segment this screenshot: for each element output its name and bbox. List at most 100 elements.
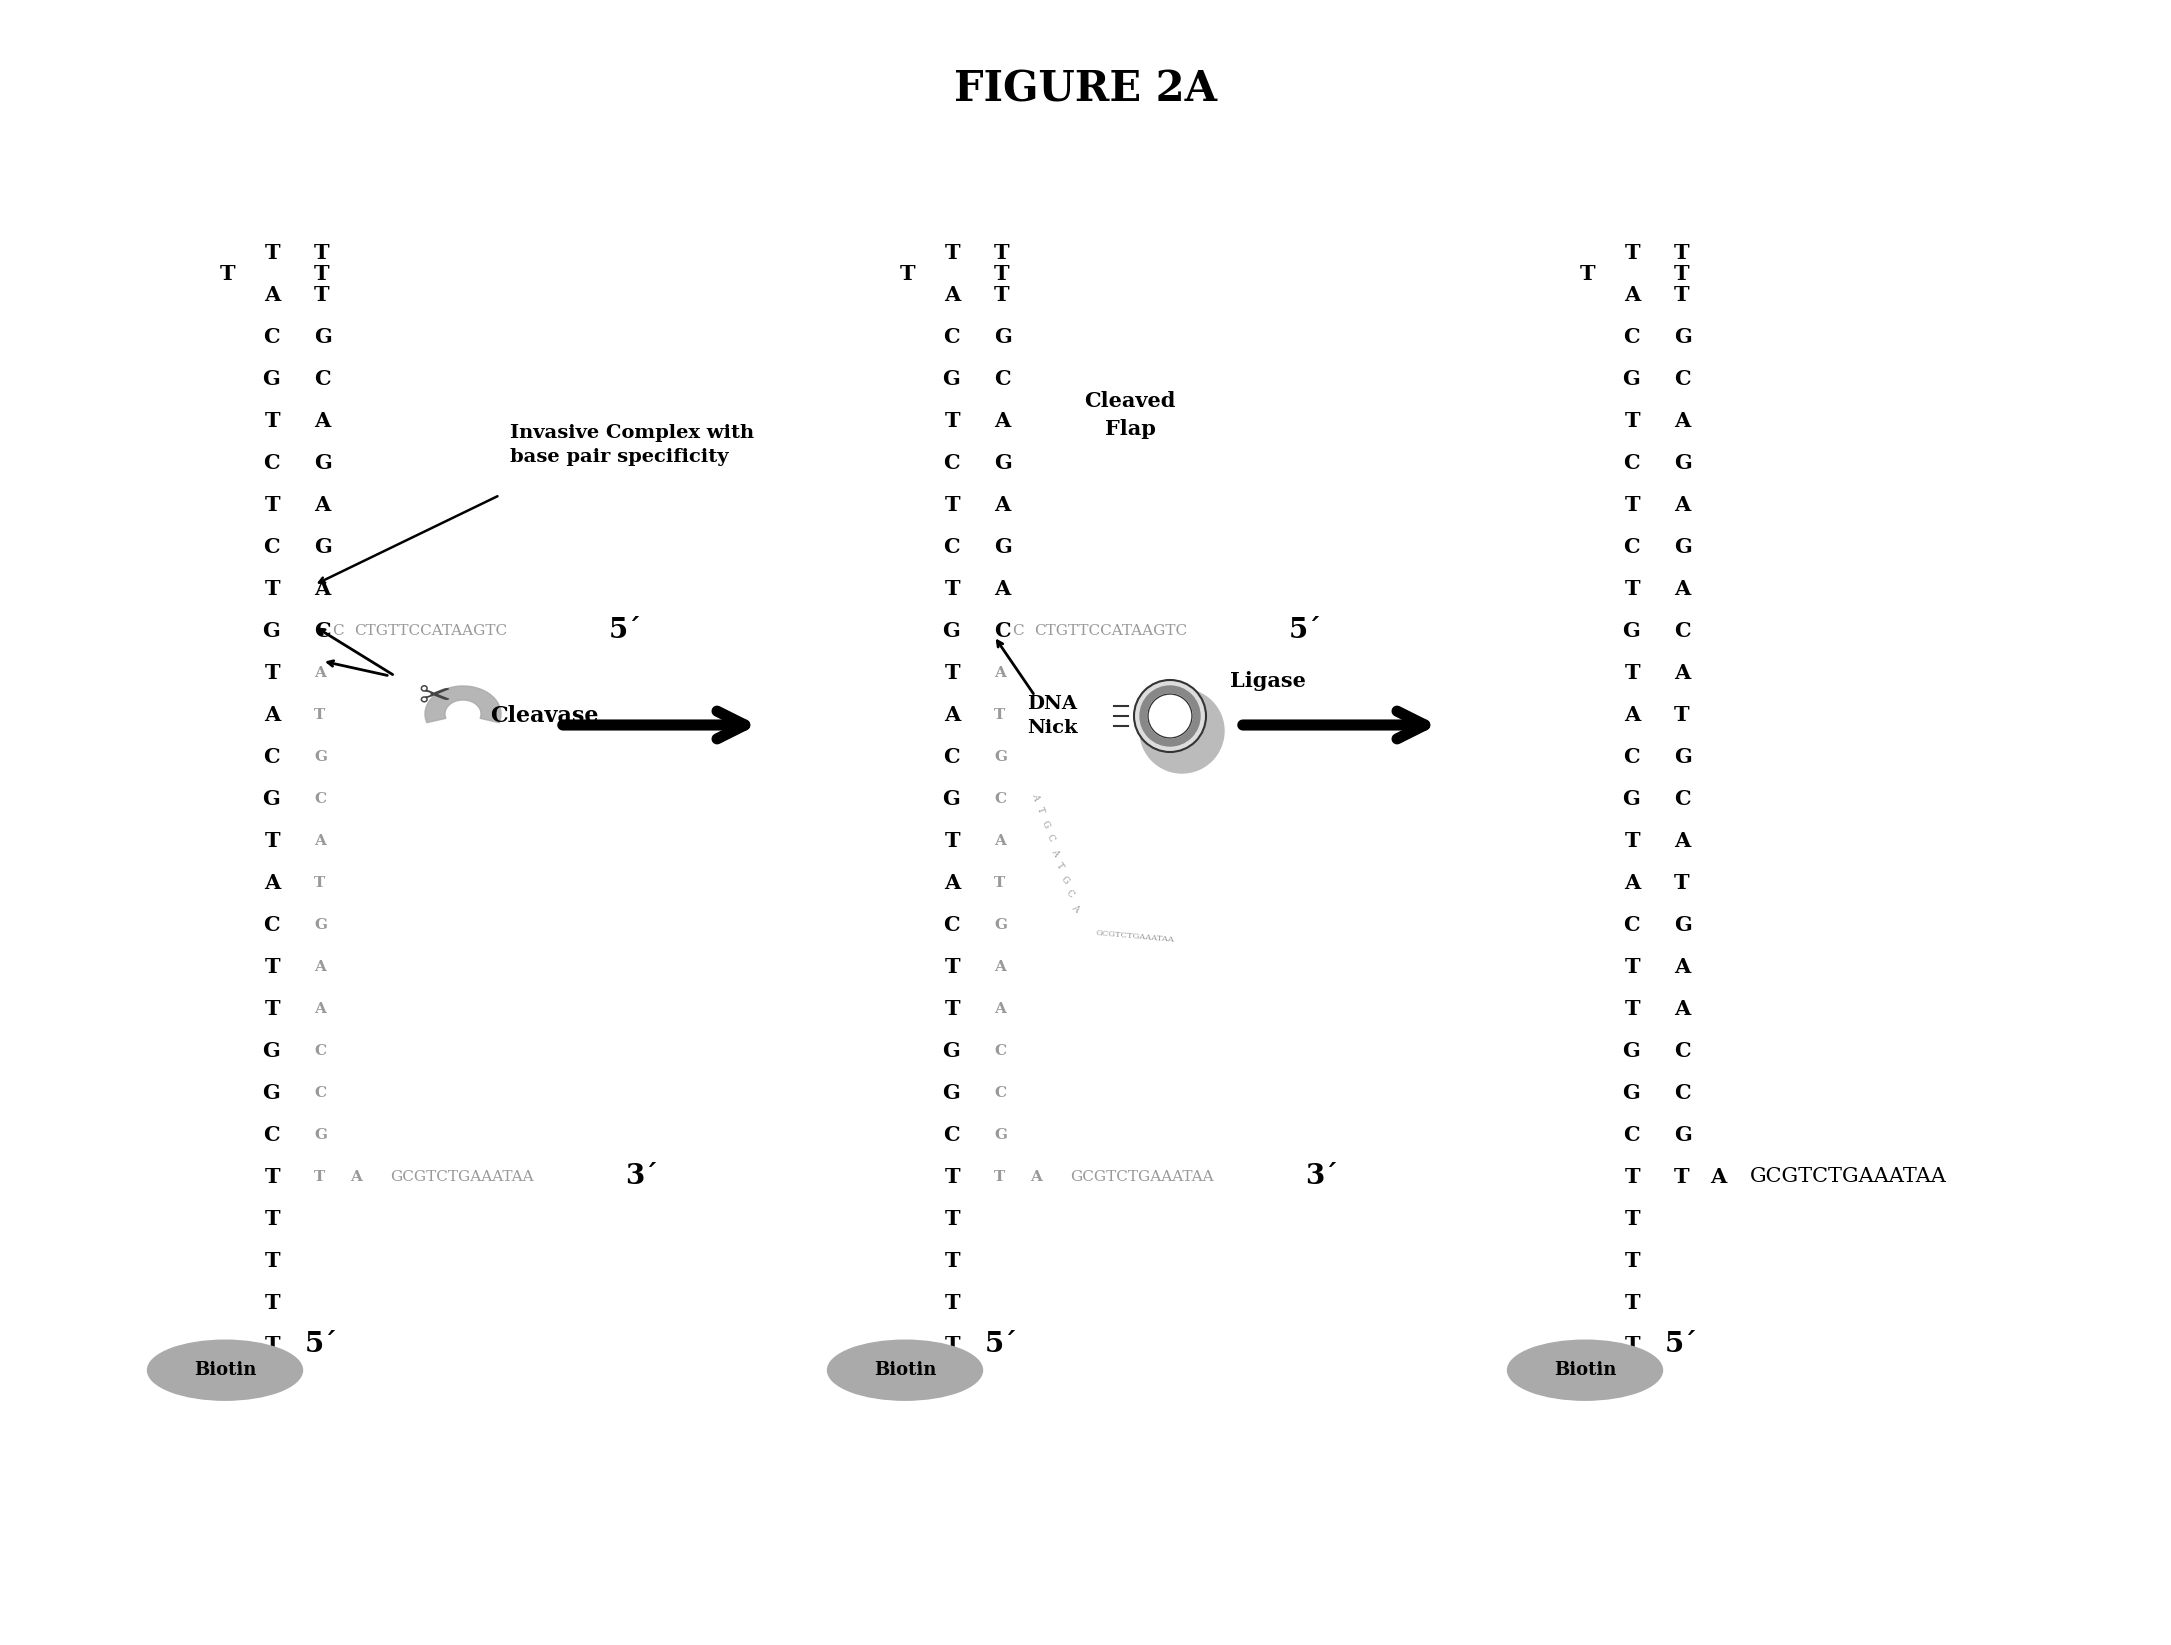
Text: T: T — [944, 243, 960, 263]
Text: C: C — [1044, 832, 1055, 844]
Text: A: A — [944, 285, 960, 304]
Text: A: A — [315, 411, 330, 431]
Text: A: A — [994, 961, 1005, 974]
Text: C: C — [315, 791, 326, 806]
Text: T: T — [994, 707, 1005, 722]
Text: T: T — [1624, 579, 1639, 599]
Text: T: T — [1624, 957, 1639, 977]
Text: C: C — [1064, 888, 1075, 900]
Text: C: C — [994, 622, 1012, 642]
Text: G: G — [1674, 1125, 1691, 1145]
Text: A: A — [350, 1170, 363, 1184]
Text: Biotin: Biotin — [193, 1360, 256, 1379]
Text: A: A — [994, 579, 1010, 599]
Circle shape — [1148, 694, 1192, 739]
Text: A: A — [263, 706, 280, 725]
Text: G: G — [1622, 1041, 1639, 1061]
Text: A: A — [1029, 791, 1040, 801]
Text: C: C — [315, 1045, 326, 1058]
Text: T: T — [944, 411, 960, 431]
Text: T: T — [1624, 999, 1639, 1018]
Text: A: A — [1674, 957, 1691, 977]
Text: Cleavase: Cleavase — [491, 706, 599, 727]
Text: T: T — [315, 1170, 326, 1184]
Text: GCGTCTGAAATAA: GCGTCTGAAATAA — [1094, 928, 1175, 944]
Text: G: G — [263, 1041, 280, 1061]
Text: T: T — [315, 285, 330, 304]
Text: T: T — [1624, 831, 1639, 850]
Text: C: C — [994, 368, 1012, 388]
Text: T: T — [1624, 243, 1639, 263]
Text: C: C — [263, 915, 280, 934]
Ellipse shape — [148, 1341, 302, 1400]
Text: G: G — [315, 536, 332, 558]
Text: G: G — [994, 327, 1012, 347]
Text: G: G — [942, 1082, 960, 1104]
Text: G: G — [1674, 915, 1691, 934]
Text: G: G — [1622, 790, 1639, 809]
Text: C: C — [1624, 747, 1639, 767]
Text: A: A — [1624, 873, 1639, 893]
Text: T: T — [1624, 1336, 1639, 1355]
Text: T: T — [265, 663, 280, 683]
Text: T: T — [994, 243, 1010, 263]
Text: A: A — [1070, 903, 1081, 913]
Text: T: T — [944, 495, 960, 515]
Text: A: A — [315, 495, 330, 515]
Text: A: A — [1674, 831, 1691, 850]
Text: G: G — [315, 1128, 328, 1142]
Text: C: C — [1624, 536, 1639, 558]
Text: G: G — [994, 750, 1007, 763]
Text: G: G — [942, 790, 960, 809]
Circle shape — [1140, 686, 1201, 745]
Text: CTGTTCCATAAGTC: CTGTTCCATAAGTC — [354, 623, 508, 638]
Text: G: G — [1059, 875, 1070, 885]
Text: T: T — [944, 1293, 960, 1313]
Text: G: G — [315, 750, 328, 763]
Text: Cleaved
Flap: Cleaved Flap — [1083, 392, 1177, 439]
Text: T: T — [265, 831, 280, 850]
Text: A: A — [994, 495, 1010, 515]
Text: 5´: 5´ — [1290, 617, 1322, 645]
Text: Biotin: Biotin — [873, 1360, 936, 1379]
Text: A: A — [1624, 706, 1639, 725]
Text: Ligase: Ligase — [1231, 671, 1307, 691]
Text: 3´: 3´ — [625, 1163, 658, 1191]
Text: A: A — [1674, 495, 1691, 515]
Text: A: A — [263, 285, 280, 304]
Text: DNA
Nick: DNA Nick — [1027, 696, 1077, 737]
Text: G: G — [1622, 1082, 1639, 1104]
Text: T: T — [265, 411, 280, 431]
Text: C: C — [1624, 915, 1639, 934]
Text: T: T — [265, 1250, 280, 1272]
Text: C: C — [1674, 790, 1691, 809]
Text: G: G — [315, 918, 328, 933]
Text: FIGURE 2A: FIGURE 2A — [953, 69, 1216, 110]
Circle shape — [1148, 694, 1192, 739]
Text: T: T — [944, 1336, 960, 1355]
Text: ✂: ✂ — [419, 678, 452, 716]
Text: A: A — [263, 873, 280, 893]
Text: C: C — [994, 1086, 1005, 1101]
Text: C: C — [944, 915, 960, 934]
Polygon shape — [426, 686, 502, 722]
Text: G: G — [1040, 819, 1051, 829]
Text: T: T — [994, 285, 1010, 304]
Text: C: C — [263, 536, 280, 558]
Text: T: T — [944, 1166, 960, 1188]
Text: T: T — [994, 877, 1005, 890]
Text: C: C — [315, 1086, 326, 1101]
Ellipse shape — [827, 1341, 983, 1400]
Text: Biotin: Biotin — [1554, 1360, 1615, 1379]
Text: T: T — [1036, 806, 1044, 814]
Text: C: C — [315, 622, 330, 642]
Text: G: G — [1674, 327, 1691, 347]
Text: G: G — [942, 622, 960, 642]
Text: T: T — [1624, 663, 1639, 683]
Text: T: T — [219, 263, 234, 285]
Circle shape — [1164, 711, 1177, 722]
Text: T: T — [1578, 263, 1596, 285]
Text: A: A — [315, 834, 326, 849]
Text: T: T — [265, 1336, 280, 1355]
Text: T: T — [1624, 495, 1639, 515]
